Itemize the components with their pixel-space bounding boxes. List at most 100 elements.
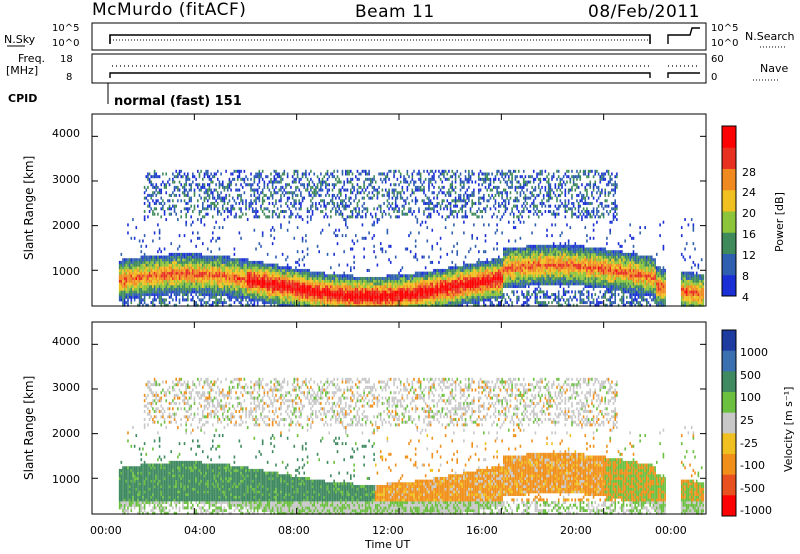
power-cell (325, 207, 327, 211)
power-cell (235, 271, 237, 275)
vel-cbar-tick-neg500: -500 (740, 482, 765, 495)
power-cell (241, 287, 244, 291)
power-cell (236, 268, 239, 272)
power-cell (218, 301, 221, 305)
power-cell (404, 303, 407, 307)
power-cell (147, 185, 149, 189)
power-cell (433, 177, 435, 181)
power-cell (187, 201, 189, 205)
power-cell (394, 285, 397, 289)
power-cell (250, 201, 252, 205)
power-cell (258, 175, 261, 179)
power-cell (338, 276, 340, 280)
power-cell (489, 287, 492, 291)
power-cell (263, 183, 266, 187)
power-cell (167, 199, 169, 203)
power-cell (203, 255, 206, 259)
power-cell (185, 255, 187, 259)
power-cell (145, 287, 148, 291)
power-cell (235, 290, 237, 294)
power-cell (315, 295, 317, 299)
power-cell (359, 287, 362, 291)
power-cell (418, 177, 420, 181)
power-cell (167, 263, 169, 267)
power-cell (263, 266, 266, 270)
power-cell (137, 303, 139, 307)
power-cell (255, 274, 257, 278)
power-cell (321, 199, 324, 203)
power-cell (243, 274, 246, 278)
power-cell (172, 260, 174, 264)
power-cell (296, 285, 299, 289)
power-cell (266, 295, 269, 299)
power-cell (198, 276, 201, 280)
power-cell (223, 276, 226, 280)
power-cell (198, 298, 201, 302)
power-cell (310, 295, 312, 299)
power-cell (203, 290, 206, 294)
power-cell (389, 285, 392, 289)
power-cell (411, 303, 414, 307)
power-cell (190, 282, 192, 286)
power-cell (271, 274, 274, 278)
power-cell (393, 285, 395, 289)
power-cell (356, 276, 359, 280)
power-cell (306, 295, 309, 299)
power-cell (266, 271, 269, 275)
power-cell (486, 260, 488, 264)
power-cell (311, 271, 314, 275)
power-cell (210, 260, 212, 264)
power-cell (286, 282, 289, 286)
power-cell (192, 258, 194, 262)
power-cell (424, 301, 427, 305)
power-cell (153, 285, 156, 289)
power-cell (461, 274, 464, 278)
power-cell (394, 287, 397, 291)
power-cell (459, 287, 462, 291)
power-cell (178, 298, 181, 302)
power-cell (401, 210, 404, 213)
power-cell (476, 290, 478, 294)
power-cell (147, 204, 149, 208)
power-cell (173, 282, 176, 286)
power-cell (183, 276, 186, 280)
power-cell (275, 276, 277, 280)
power-cell (338, 263, 340, 267)
power-cell (354, 279, 357, 283)
power-cell (323, 199, 326, 203)
power-cell (213, 293, 216, 297)
power-cell (434, 276, 437, 280)
power-cell (150, 263, 153, 267)
power-cell (187, 258, 189, 262)
power-cell (369, 196, 372, 200)
power-cell (479, 274, 482, 278)
power-cell (323, 204, 326, 208)
power-cell (143, 218, 146, 222)
power-cell (185, 276, 187, 280)
power-cell (295, 282, 297, 286)
power-cell (261, 287, 264, 291)
power-cell (433, 282, 435, 286)
power-cell (157, 295, 159, 299)
power-cell (325, 285, 327, 289)
power-cell (428, 204, 430, 208)
power-cell (190, 279, 192, 283)
power-cell (491, 258, 493, 262)
power-cell (243, 169, 246, 173)
power-cell (172, 255, 174, 259)
power-cell (458, 279, 460, 283)
power-cell (318, 287, 321, 291)
power-cell (386, 295, 389, 299)
power-cell (401, 301, 404, 305)
power-cell (187, 263, 189, 267)
power-cell (216, 279, 219, 283)
power-cell (403, 298, 405, 302)
power-cell (206, 212, 209, 216)
power-cell (491, 271, 493, 275)
power-cell (270, 298, 272, 302)
power-cell (424, 293, 427, 297)
power-cell (230, 285, 232, 289)
power-cell (170, 207, 173, 211)
power-cell (280, 177, 282, 181)
power-cell (137, 258, 139, 262)
